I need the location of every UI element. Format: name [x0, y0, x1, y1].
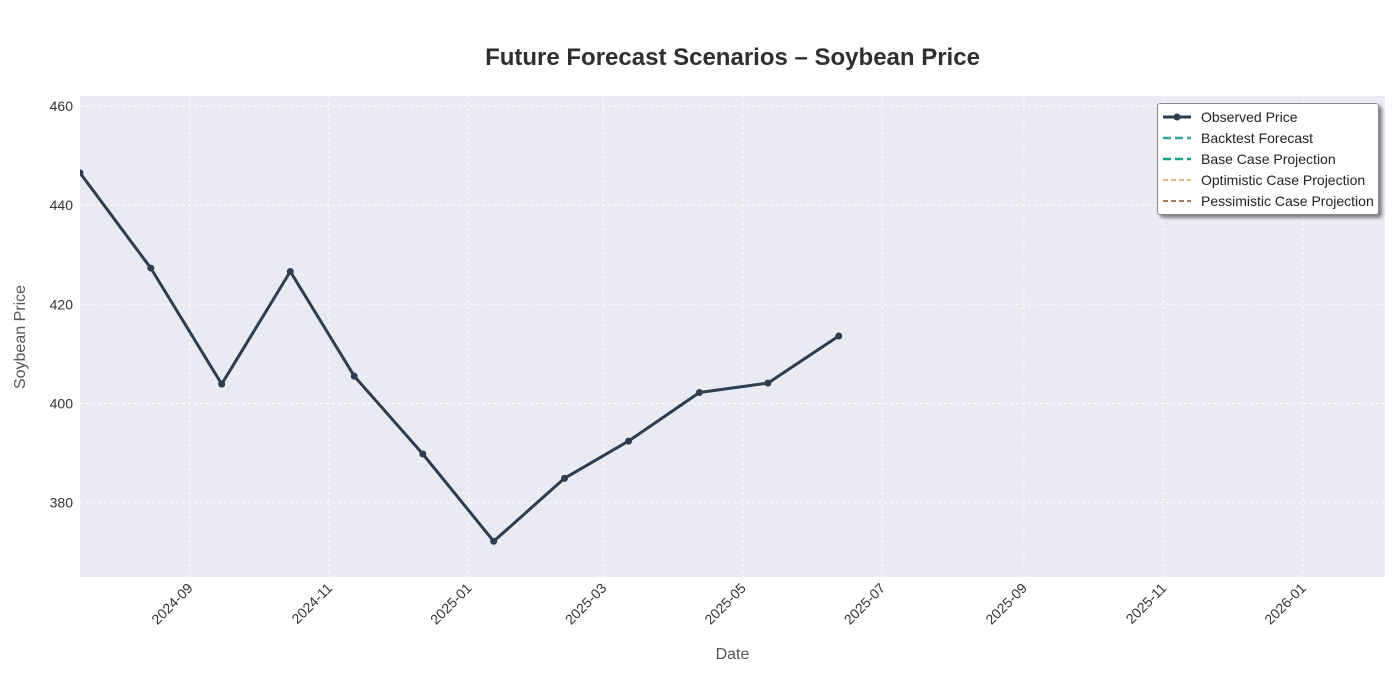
legend-swatch-observed — [1163, 113, 1191, 120]
data-point — [80, 169, 84, 177]
x-tick-label: 2025-07 — [841, 580, 889, 628]
data-point — [218, 380, 226, 388]
data-point — [286, 268, 294, 276]
legend-item-optimistic: Optimistic Case Projection — [1158, 169, 1378, 190]
x-axis-ticks: 2024-09 2024-11 2025-01 2025-03 2025-05 2025-… — [148, 580, 1309, 628]
x-tick-label: 2025-09 — [982, 580, 1030, 628]
y-tick-label: 420 — [50, 296, 74, 312]
legend-item-base-case: Base Case Projection — [1158, 148, 1378, 169]
legend-swatch-base-case — [1163, 157, 1191, 160]
legend-label: Base Case Projection — [1201, 150, 1336, 167]
x-axis-label: Date — [715, 646, 750, 663]
legend-swatch-optimistic — [1163, 178, 1191, 181]
y-tick-label: 440 — [50, 197, 74, 213]
legend-swatch-pessimistic — [1163, 199, 1191, 202]
y-tick-label: 400 — [50, 395, 74, 411]
series-group — [80, 169, 843, 545]
x-tick-label: 2025-05 — [701, 580, 749, 628]
legend-label: Optimistic Case Projection — [1201, 171, 1366, 188]
legend-label: Observed Price — [1201, 108, 1298, 125]
x-tick-label: 2024-09 — [148, 580, 196, 628]
data-point — [561, 474, 569, 482]
legend-item-backtest: Backtest Forecast — [1158, 127, 1378, 148]
chart-title: Future Forecast Scenarios – Soybean Pric… — [485, 44, 980, 71]
x-tick-label: 2025-01 — [427, 580, 475, 628]
series-line-0 — [80, 172, 840, 543]
x-tick-label: 2024-11 — [288, 580, 335, 627]
legend-item-pessimistic: Pessimistic Case Projection — [1158, 190, 1378, 211]
series-layer — [80, 169, 843, 545]
legend: Observed Price Backtest Forecast Base Ca… — [1157, 103, 1379, 215]
x-tick-label: 2026-01 — [1261, 580, 1309, 628]
legend-label: Backtest Forecast — [1201, 129, 1314, 146]
legend-swatch-backtest — [1163, 136, 1191, 139]
data-point — [764, 379, 772, 387]
data-point — [835, 332, 843, 340]
y-axis-ticks: 380 400 420 440 460 — [50, 98, 74, 511]
y-axis-label: Soybean Price — [12, 284, 29, 390]
data-point — [625, 437, 633, 445]
data-point — [147, 264, 155, 272]
legend-label: Pessimistic Case Projection — [1201, 192, 1374, 209]
data-point — [350, 372, 358, 380]
x-tick-label: 2025-11 — [1123, 580, 1170, 627]
x-tick-label: 2025-03 — [562, 580, 610, 628]
data-point — [695, 389, 703, 397]
legend-item-observed: Observed Price — [1158, 106, 1378, 127]
data-point — [490, 537, 498, 545]
data-point — [419, 450, 427, 458]
y-tick-label: 380 — [50, 495, 74, 511]
y-tick-label: 460 — [50, 98, 74, 114]
